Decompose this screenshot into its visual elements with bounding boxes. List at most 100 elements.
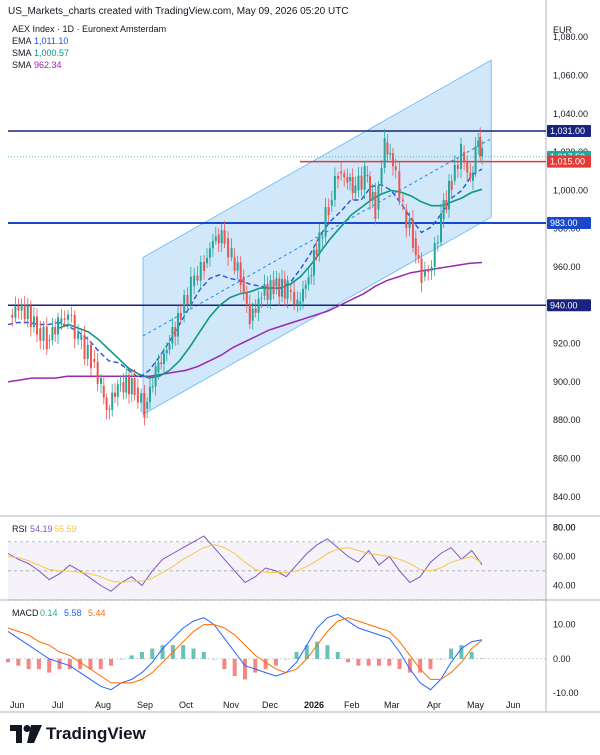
candle-body <box>260 297 263 299</box>
candle-body <box>299 301 302 306</box>
candle-body <box>149 386 151 402</box>
candle-body <box>220 230 223 244</box>
candle-body <box>165 349 168 354</box>
candle-body <box>315 249 318 255</box>
time-tick-label: Aug <box>95 700 111 710</box>
candle-body <box>386 142 389 155</box>
candle-body <box>183 294 186 313</box>
legend-name: EMA <box>12 36 32 46</box>
rsi-band <box>8 541 546 600</box>
candle-body <box>245 292 248 304</box>
macd-histogram-bar <box>346 658 351 663</box>
time-tick-label: Apr <box>427 700 441 710</box>
candle-body <box>146 401 149 409</box>
currency-label: EUR <box>553 25 573 35</box>
candle-body <box>133 378 136 396</box>
candle-body <box>411 219 414 248</box>
price-label-text: 983.00 <box>550 218 578 228</box>
macd-line <box>7 613 483 691</box>
price-label-text: 1,031.00 <box>550 126 585 136</box>
candle-body <box>54 327 57 335</box>
candle-body <box>177 313 179 337</box>
rsi-tick-label: 40.00 <box>553 580 576 590</box>
macd-histogram-bar <box>232 658 237 676</box>
candle-body <box>289 289 292 292</box>
candle-body <box>330 199 333 206</box>
macd-histogram-bar <box>109 658 114 666</box>
candle-body <box>414 238 417 256</box>
candle-body <box>442 200 445 220</box>
candle-body <box>469 172 472 178</box>
candle-body <box>479 136 482 157</box>
candle-body <box>67 314 70 320</box>
candle-body <box>391 153 394 167</box>
rsi-tick-label: 60.00 <box>553 551 576 561</box>
candle-body <box>481 147 484 157</box>
candle-body <box>193 275 196 287</box>
price-tick-label: 920.00 <box>553 339 581 349</box>
candle-body <box>51 327 54 340</box>
candle-body <box>186 294 189 305</box>
candle-body <box>318 232 321 255</box>
macd-histogram-bar <box>418 658 423 673</box>
candle-body <box>283 279 286 299</box>
candle-body <box>179 313 182 320</box>
price-tick-label: 1,060.00 <box>553 70 588 80</box>
macd-histogram-bar <box>356 658 361 666</box>
candle-body <box>45 326 48 350</box>
candle-body <box>269 280 272 300</box>
candle-body <box>154 366 157 387</box>
candle-body <box>199 262 202 281</box>
candle-body <box>417 255 420 259</box>
candle-body <box>312 249 315 276</box>
candle-body <box>363 166 366 190</box>
macd-histogram-bar <box>469 652 474 659</box>
footer-brand: TradingView <box>10 724 146 744</box>
rsi-line <box>7 535 483 592</box>
candle-body <box>302 288 304 302</box>
macd-legend-value: 5.44 <box>88 608 106 618</box>
price-label-bg <box>547 299 591 312</box>
time-tick-label: Sep <box>137 700 153 710</box>
candle-body <box>394 166 397 171</box>
macd-histogram-bar <box>376 658 381 666</box>
rsi-ma-line <box>7 544 483 584</box>
candle-body <box>357 175 360 191</box>
macd-histogram-bar <box>129 655 134 659</box>
candle-body <box>456 164 459 170</box>
macd-histogram-bar <box>397 658 402 670</box>
candle-body <box>374 192 377 219</box>
candle-body <box>223 230 226 244</box>
candle-body <box>307 277 310 285</box>
candle-body <box>383 138 386 168</box>
macd-histogram-bar <box>366 658 371 666</box>
candle-body <box>217 234 220 244</box>
time-tick-label: Jul <box>52 700 64 710</box>
rsi-tick-label: 80.00 <box>553 522 576 532</box>
price-tick-label: 880.00 <box>553 415 581 425</box>
candle-body <box>343 173 346 178</box>
price-label-text: 940.00 <box>550 300 578 310</box>
macd-histogram-bar <box>222 658 227 670</box>
time-tick-label: Oct <box>179 700 194 710</box>
macd-histogram-bar <box>78 658 83 670</box>
tradingview-logo-icon <box>10 725 42 743</box>
macd-histogram-bar <box>449 648 454 659</box>
price-tick-label: 960.00 <box>553 262 581 272</box>
candle-body <box>32 316 35 328</box>
macd-histogram-bar <box>284 658 289 660</box>
candle-body <box>278 278 281 297</box>
candle-body <box>206 257 208 264</box>
macd-histogram-bar <box>16 658 21 666</box>
candle-body <box>293 291 296 305</box>
candle-body <box>242 276 245 293</box>
candle-body <box>26 305 29 320</box>
candle-body <box>248 303 251 325</box>
macd-histogram-bar <box>47 658 52 673</box>
legend-value: 1,000.57 <box>34 48 69 58</box>
macd-histogram-bar <box>98 658 103 670</box>
time-tick-label: Dec <box>262 700 279 710</box>
candle-body <box>42 326 45 341</box>
candle-body <box>39 328 42 341</box>
candle-body <box>29 305 32 328</box>
